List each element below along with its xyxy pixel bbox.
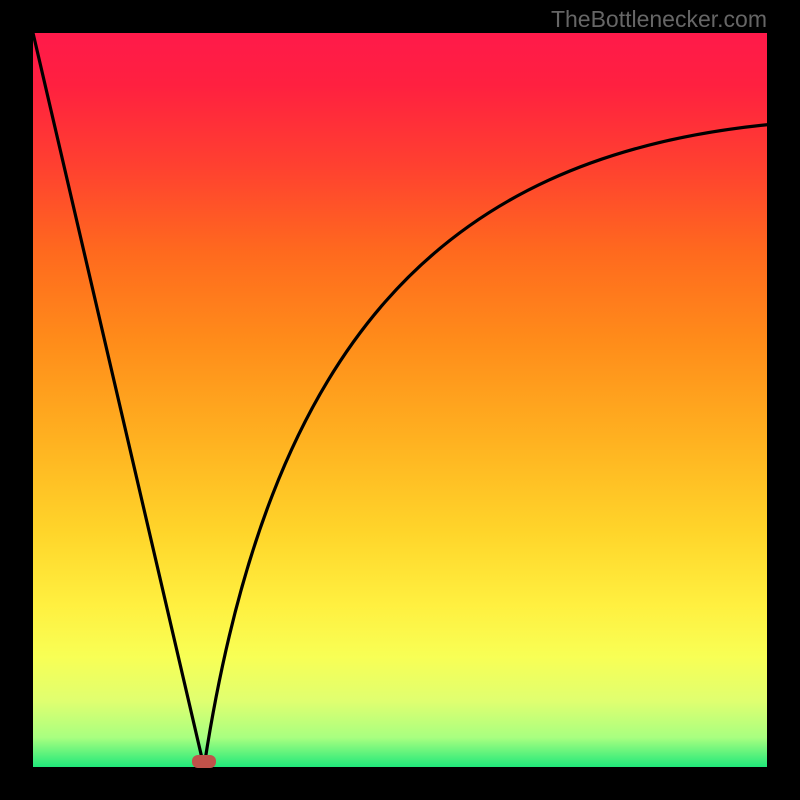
chart-stage: TheBottlenecker.com <box>0 0 800 800</box>
watermark-text: TheBottlenecker.com <box>551 6 767 33</box>
bottleneck-curve <box>33 33 767 767</box>
curve-path <box>33 33 767 767</box>
optimum-marker <box>192 755 216 768</box>
